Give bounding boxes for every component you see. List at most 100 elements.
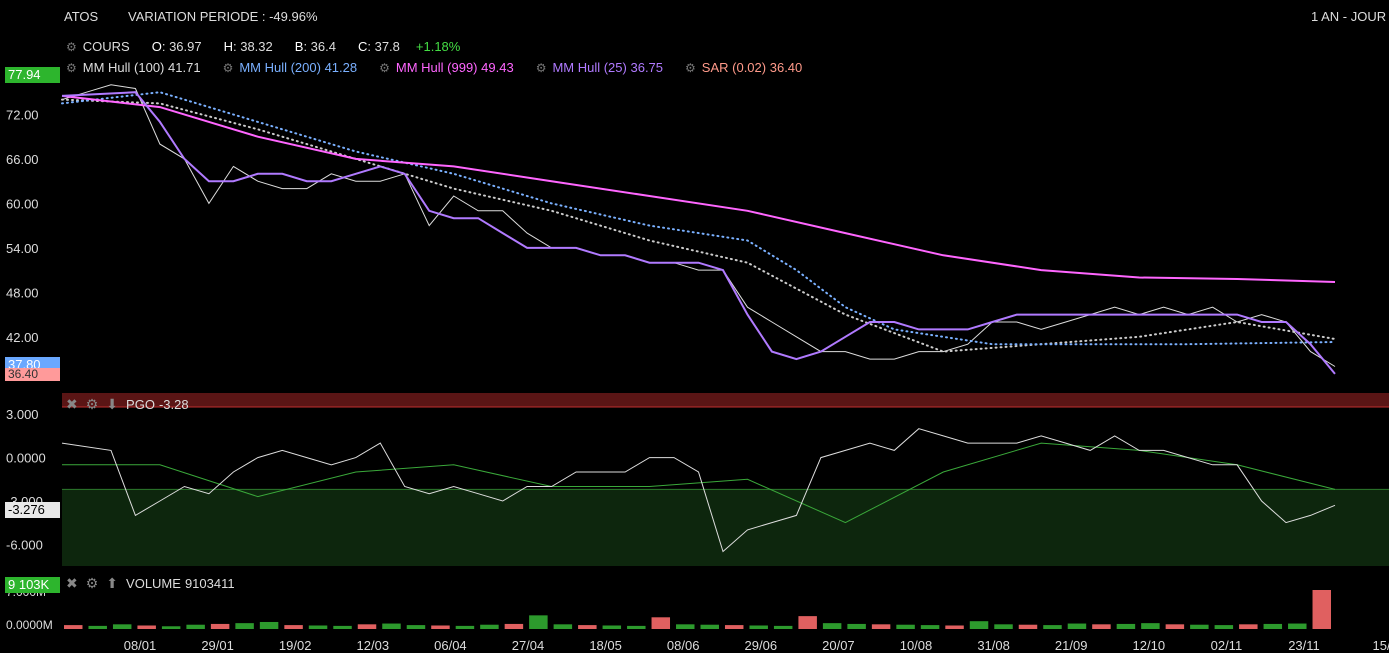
pgo-tick-label: 3.000 (6, 407, 39, 422)
variation-label: VARIATION PERIODE : -49.96% (128, 9, 318, 24)
volume-bar (1190, 624, 1209, 629)
series-mm-hull-100- (61, 98, 1336, 353)
volume-bar (896, 624, 915, 629)
volume-bar (773, 625, 793, 629)
price-tick-label: 54.00 (6, 241, 39, 256)
volume-bar (1312, 590, 1331, 629)
arrow-up-icon[interactable]: ⬆ (106, 575, 119, 591)
volume-bar (284, 625, 303, 629)
volume-bar (406, 625, 426, 629)
gear-icon[interactable]: ⚙ (66, 60, 77, 75)
volume-bar (578, 625, 597, 629)
ohlc-bar: ⚙ COURS O: 36.97 H: 38.32 B: 36.4 C: 37.8… (66, 39, 460, 54)
volume-bar (88, 625, 107, 629)
price-tick-label: 42.00 (6, 330, 39, 345)
series-mm-hull-999- (61, 94, 1336, 283)
volume-bar (1116, 623, 1136, 629)
legend-hull-25[interactable]: ⚙ MM Hull (25) 36.75 (535, 60, 664, 75)
volume-title: VOLUME (126, 576, 181, 591)
volume-bar (1288, 623, 1307, 629)
volume-bar (847, 623, 866, 629)
pgo-tick-label: -6.000 (6, 537, 43, 552)
gear-icon[interactable]: ⚙ (685, 60, 696, 75)
pgo-value: -3.28 (158, 397, 189, 412)
volume-bar (700, 624, 719, 629)
volume-bar (137, 625, 156, 629)
volume-tick-label: 0.0000M (6, 618, 53, 632)
volume-bar (676, 624, 695, 629)
volume-bar (480, 624, 499, 629)
date-tick-label: 29/01 (201, 638, 234, 653)
gear-icon[interactable]: ⚙ (222, 60, 234, 75)
volume-bar (627, 625, 646, 629)
date-tick-label: 20/07 (822, 638, 855, 653)
gear-icon[interactable]: ⚙ (535, 60, 547, 75)
date-tick-label: 12/10 (1133, 638, 1166, 653)
change-value: +1.18% (415, 39, 461, 54)
period-selector[interactable]: 1 AN - JOUR (1311, 9, 1387, 24)
indicator-legend: ⚙ MM Hull (100) 41.71 ⚙ MM Hull (200) 41.2… (66, 60, 802, 75)
volume-bar (235, 623, 254, 629)
volume-bar (431, 625, 450, 629)
volume-bar (749, 625, 768, 629)
pgo-title: PGO (126, 397, 155, 412)
gear-icon[interactable]: ⚙ (66, 40, 77, 54)
volume-bar (994, 624, 1013, 629)
volume-bar (333, 625, 352, 629)
series-mm-hull-25- (61, 91, 1336, 375)
low-value: B: 36.4 (294, 39, 336, 54)
price-tick-label: 72.00 (6, 107, 39, 122)
volume-bar (1239, 624, 1258, 629)
volume-bar (382, 623, 401, 629)
price-tick-label: 60.00 (6, 196, 39, 211)
volume-bar (529, 615, 548, 629)
gear-icon[interactable]: ⚙ (379, 60, 390, 75)
pgo-tick-label: 0.0000 (6, 451, 46, 466)
date-tick-label: 08/01 (124, 638, 157, 653)
volume-panel-title: ✖ ⚙ ⬆ VOLUME 9103411 (66, 575, 235, 592)
price-top-tag: 77.94 (5, 67, 60, 83)
legend-hull-999[interactable]: ⚙ MM Hull (999) 49.43 (379, 60, 514, 75)
volume-value: 9103411 (184, 576, 235, 591)
volume-bar (357, 624, 377, 629)
gear-icon[interactable]: ⚙ (85, 575, 99, 591)
volume-bar (1067, 623, 1087, 629)
pgo-overbought-zone (62, 393, 1389, 407)
date-tick-label: 21/09 (1055, 638, 1088, 653)
date-tick-label: 06/04 (434, 638, 467, 653)
date-tick-label: 08/06 (667, 638, 700, 653)
date-tick-label: 15/ (1373, 638, 1389, 653)
legend-sar[interactable]: ⚙ SAR (0.02) 36.40 (685, 60, 803, 75)
volume-bar (1018, 624, 1038, 629)
open-value: O: 36.97 (151, 39, 202, 54)
volume-bar (1263, 623, 1283, 629)
pgo-oversold-zone (62, 489, 1389, 566)
close-icon[interactable]: ✖ (66, 396, 78, 412)
volume-bar (822, 623, 842, 629)
volume-bar (969, 621, 989, 629)
volume-bar (186, 624, 205, 629)
volume-bar (161, 626, 181, 629)
volume-bar (1092, 624, 1111, 629)
volume-bar (504, 623, 524, 629)
pgo-signal-line (62, 442, 1336, 524)
date-tick-label: 19/02 (279, 638, 312, 653)
cours-item[interactable]: ⚙ COURS (66, 39, 130, 54)
volume-bar (455, 625, 475, 629)
volume-bar (945, 625, 964, 629)
date-tick-label: 18/05 (589, 638, 622, 653)
volume-bar (308, 625, 328, 629)
price-tick-label: 48.00 (6, 285, 39, 300)
symbol-label: ATOS (64, 9, 99, 24)
series-cours (61, 84, 1336, 367)
gear-icon[interactable]: ⚙ (85, 396, 99, 412)
close-icon[interactable]: ✖ (66, 575, 78, 591)
arrow-down-icon[interactable]: ⬇ (106, 396, 119, 412)
volume-bar (920, 625, 940, 629)
date-tick-label: 29/06 (745, 638, 778, 653)
pgo-last-tag: -3.276 (5, 502, 60, 518)
legend-hull-200[interactable]: ⚙ MM Hull (200) 41.28 (222, 60, 358, 75)
pgo-panel-title: ✖ ⚙ ⬇ PGO -3.28 (66, 396, 189, 413)
legend-hull-100[interactable]: ⚙ MM Hull (100) 41.71 (66, 60, 201, 75)
